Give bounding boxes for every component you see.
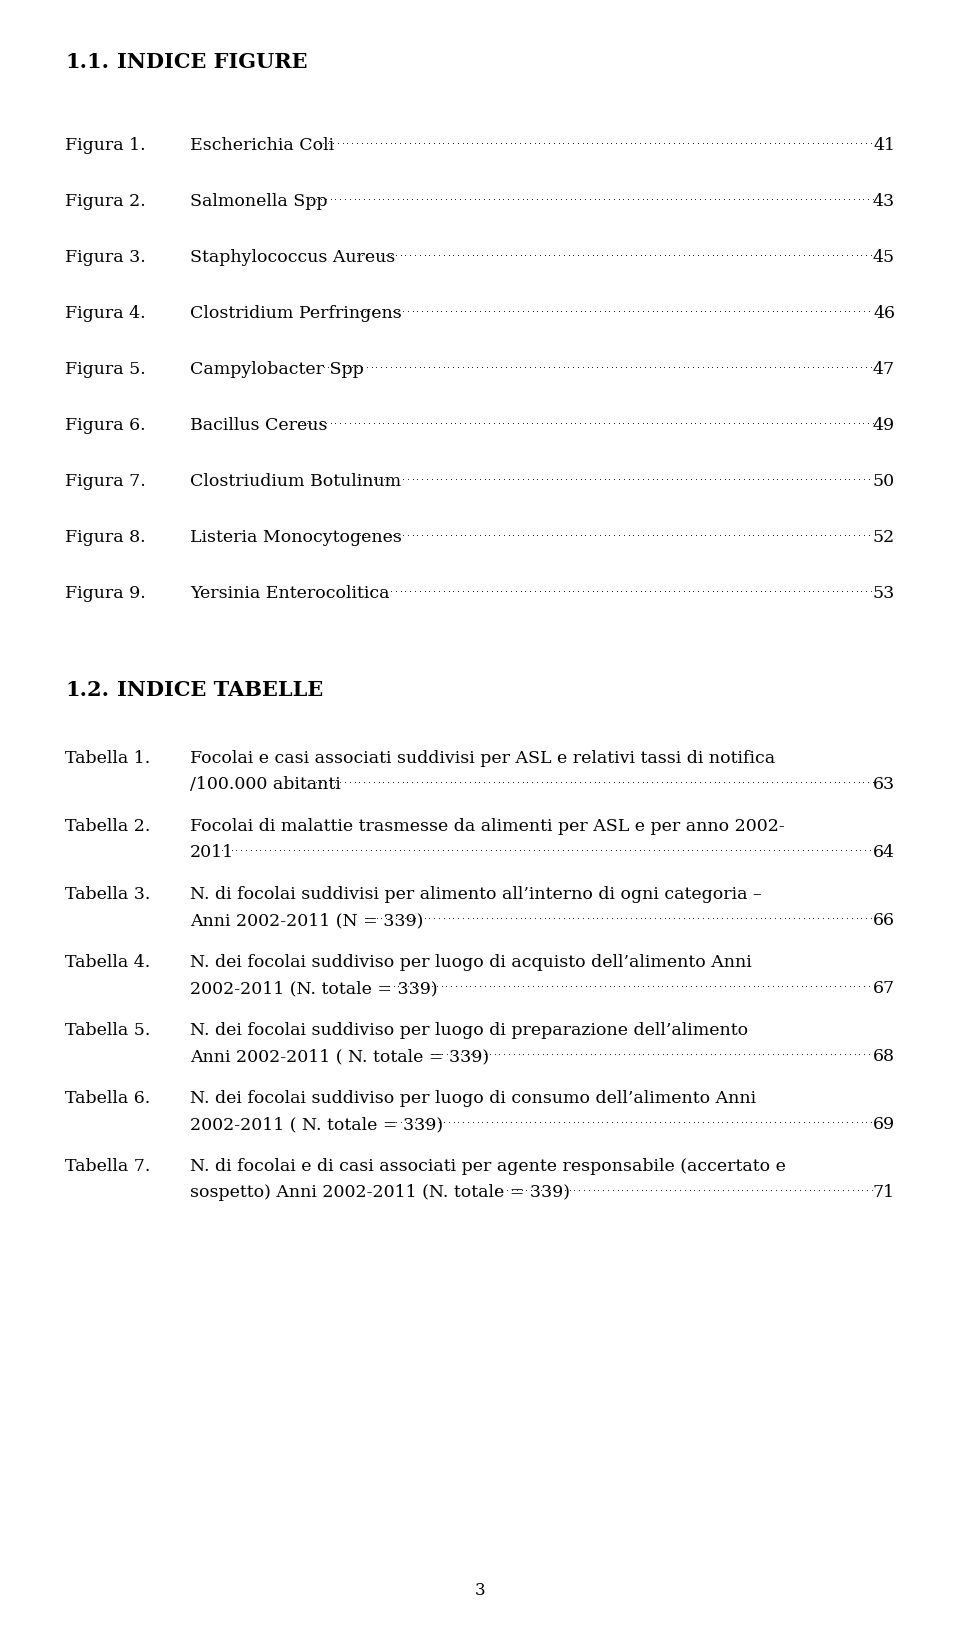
Text: Figura 2.: Figura 2. xyxy=(65,193,146,210)
Text: Clostridium Perfringens: Clostridium Perfringens xyxy=(190,304,401,322)
Text: 2002-2011 ( N. totale = 339): 2002-2011 ( N. totale = 339) xyxy=(190,1116,444,1133)
Text: Tabella 6.: Tabella 6. xyxy=(65,1090,151,1107)
Text: N. di focolai suddivisi per alimento all’interno di ogni categoria –: N. di focolai suddivisi per alimento all… xyxy=(190,886,761,904)
Text: Tabella 1.: Tabella 1. xyxy=(65,750,151,768)
Text: Staphylococcus Aureus: Staphylococcus Aureus xyxy=(190,249,400,265)
Text: 2011: 2011 xyxy=(190,845,234,861)
Text: Campylobacter Spp: Campylobacter Spp xyxy=(190,362,370,378)
Text: N. dei focolai suddiviso per luogo di acquisto dell’alimento Anni: N. dei focolai suddiviso per luogo di ac… xyxy=(190,954,752,971)
Text: 64: 64 xyxy=(873,845,895,861)
Text: 46: 46 xyxy=(873,304,895,322)
Text: 3: 3 xyxy=(474,1581,486,1599)
Text: Figura 8.: Figura 8. xyxy=(65,529,146,547)
Text: 1.1.: 1.1. xyxy=(65,52,109,72)
Text: Yersinia Enterocolitica: Yersinia Enterocolitica xyxy=(190,584,395,602)
Text: Figura 5.: Figura 5. xyxy=(65,362,146,378)
Text: Anni 2002-2011 ( N. totale = 339): Anni 2002-2011 ( N. totale = 339) xyxy=(190,1048,490,1066)
Text: Anni 2002-2011 (N = 339): Anni 2002-2011 (N = 339) xyxy=(190,912,423,930)
Text: sospetto) Anni 2002-2011 (N. totale = 339): sospetto) Anni 2002-2011 (N. totale = 33… xyxy=(190,1184,570,1202)
Text: 66: 66 xyxy=(873,912,895,930)
Text: Figura 3.: Figura 3. xyxy=(65,249,146,265)
Text: 43: 43 xyxy=(873,193,895,210)
Text: 49: 49 xyxy=(873,417,895,434)
Text: 68: 68 xyxy=(873,1048,895,1066)
Text: Figura 9.: Figura 9. xyxy=(65,584,146,602)
Text: N. dei focolai suddiviso per luogo di preparazione dell’alimento: N. dei focolai suddiviso per luogo di pr… xyxy=(190,1021,748,1039)
Text: Figura 7.: Figura 7. xyxy=(65,473,146,489)
Text: Tabella 7.: Tabella 7. xyxy=(65,1157,151,1175)
Text: N. dei focolai suddiviso per luogo di consumo dell’alimento Anni: N. dei focolai suddiviso per luogo di co… xyxy=(190,1090,756,1107)
Text: 69: 69 xyxy=(873,1116,895,1133)
Text: 45: 45 xyxy=(873,249,895,265)
Text: 2002-2011 (N. totale = 339): 2002-2011 (N. totale = 339) xyxy=(190,981,438,997)
Text: Figura 4.: Figura 4. xyxy=(65,304,146,322)
Text: Tabella 5.: Tabella 5. xyxy=(65,1021,151,1039)
Text: /100.000 abitanti: /100.000 abitanti xyxy=(190,776,341,792)
Text: Tabella 3.: Tabella 3. xyxy=(65,886,151,904)
Text: 53: 53 xyxy=(873,584,895,602)
Text: N. di focolai e di casi associati per agente responsabile (accertato e: N. di focolai e di casi associati per ag… xyxy=(190,1157,786,1175)
Text: 71: 71 xyxy=(873,1184,895,1202)
Text: Clostriudium Botulinum: Clostriudium Botulinum xyxy=(190,473,407,489)
Text: Tabella 4.: Tabella 4. xyxy=(65,954,151,971)
Text: Escherichia Coli: Escherichia Coli xyxy=(190,138,334,154)
Text: 67: 67 xyxy=(873,981,895,997)
Text: 63: 63 xyxy=(873,776,895,792)
Text: 52: 52 xyxy=(873,529,895,547)
Text: 41: 41 xyxy=(873,138,895,154)
Text: Figura 1.: Figura 1. xyxy=(65,138,146,154)
Text: 1.2.: 1.2. xyxy=(65,679,109,701)
Text: Salmonella Spp: Salmonella Spp xyxy=(190,193,333,210)
Text: 47: 47 xyxy=(873,362,895,378)
Text: Listeria Monocytogenes: Listeria Monocytogenes xyxy=(190,529,407,547)
Text: Focolai di malattie trasmesse da alimenti per ASL e per anno 2002-: Focolai di malattie trasmesse da aliment… xyxy=(190,818,784,835)
Text: Focolai e casi associati suddivisi per ASL e relativi tassi di notifica: Focolai e casi associati suddivisi per A… xyxy=(190,750,775,768)
Text: 50: 50 xyxy=(873,473,895,489)
Text: Bacillus Cereus: Bacillus Cereus xyxy=(190,417,327,434)
Text: Figura 6.: Figura 6. xyxy=(65,417,146,434)
Text: Tabella 2.: Tabella 2. xyxy=(65,818,151,835)
Text: INDICE FIGURE: INDICE FIGURE xyxy=(117,52,307,72)
Text: INDICE TABELLE: INDICE TABELLE xyxy=(117,679,324,701)
